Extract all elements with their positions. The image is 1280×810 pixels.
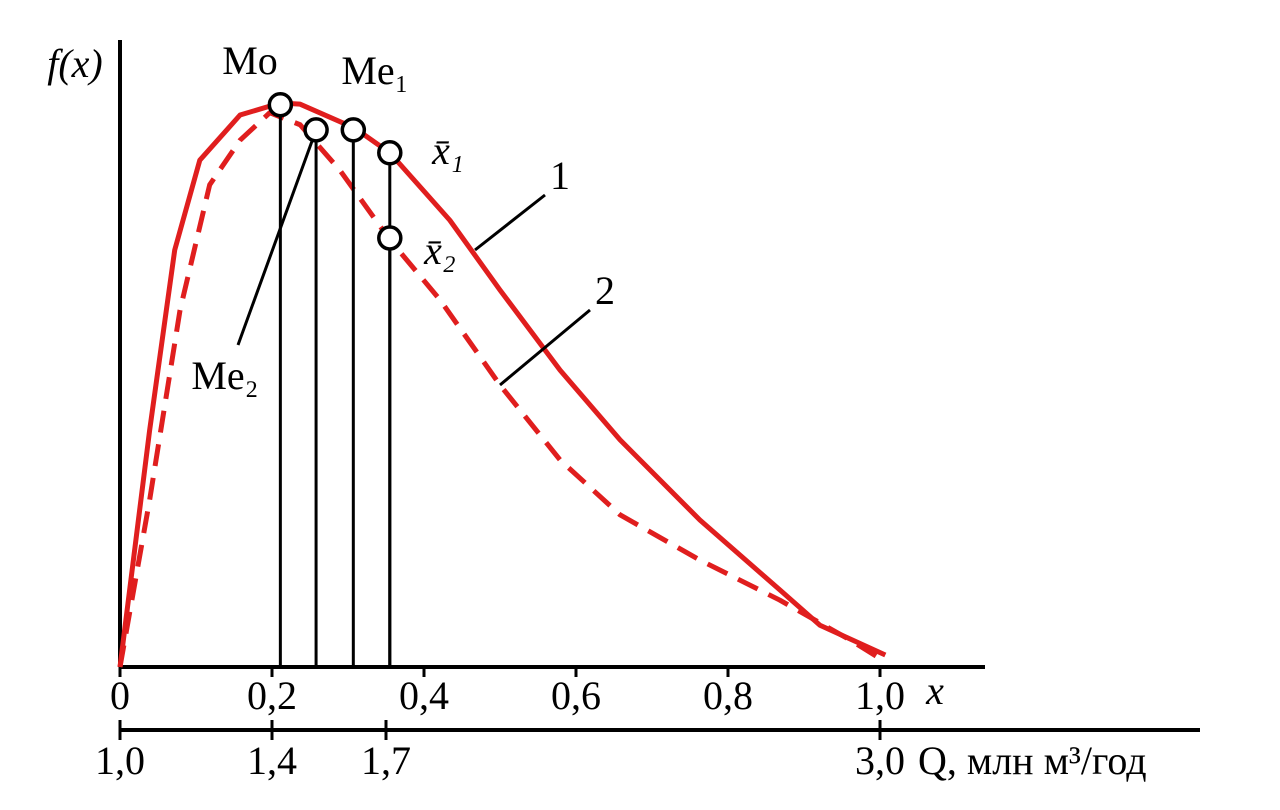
marker [340, 117, 367, 143]
x2-axis-label: Q, млн м³/год [918, 738, 1147, 783]
marker-label: Mo [222, 38, 278, 83]
marker-label: x̄₁ [431, 128, 464, 173]
x-tick-label: 0,6 [551, 673, 601, 718]
leader-line [499, 308, 591, 387]
x2-tick-label: 1,7 [361, 738, 411, 783]
marker [303, 117, 329, 143]
x-tick-label: 0,4 [399, 673, 449, 718]
marker-label: Me₁ [341, 48, 408, 93]
marker [267, 91, 294, 118]
x2-tick-label: 1,4 [247, 738, 297, 783]
x-tick-label: 0,2 [247, 673, 297, 718]
x2-tick-label: 3,0 [855, 738, 905, 783]
marker [377, 225, 403, 251]
marker [377, 140, 403, 166]
y-axis-label: f(x) [47, 41, 103, 86]
marker-label: Me₂ [191, 353, 258, 398]
series-label: 1 [550, 153, 570, 198]
x-axis-label: x [925, 668, 944, 713]
series-label: 2 [595, 268, 615, 313]
x-tick-label: 0,8 [703, 673, 753, 718]
x2-tick-label: 1,0 [95, 738, 145, 783]
marker-label: x̄₂ [423, 228, 456, 273]
leader-line [236, 129, 318, 346]
x-tick-label: 0 [110, 673, 130, 718]
x-tick-label: 1,0 [855, 673, 905, 718]
leader-line [474, 193, 546, 252]
